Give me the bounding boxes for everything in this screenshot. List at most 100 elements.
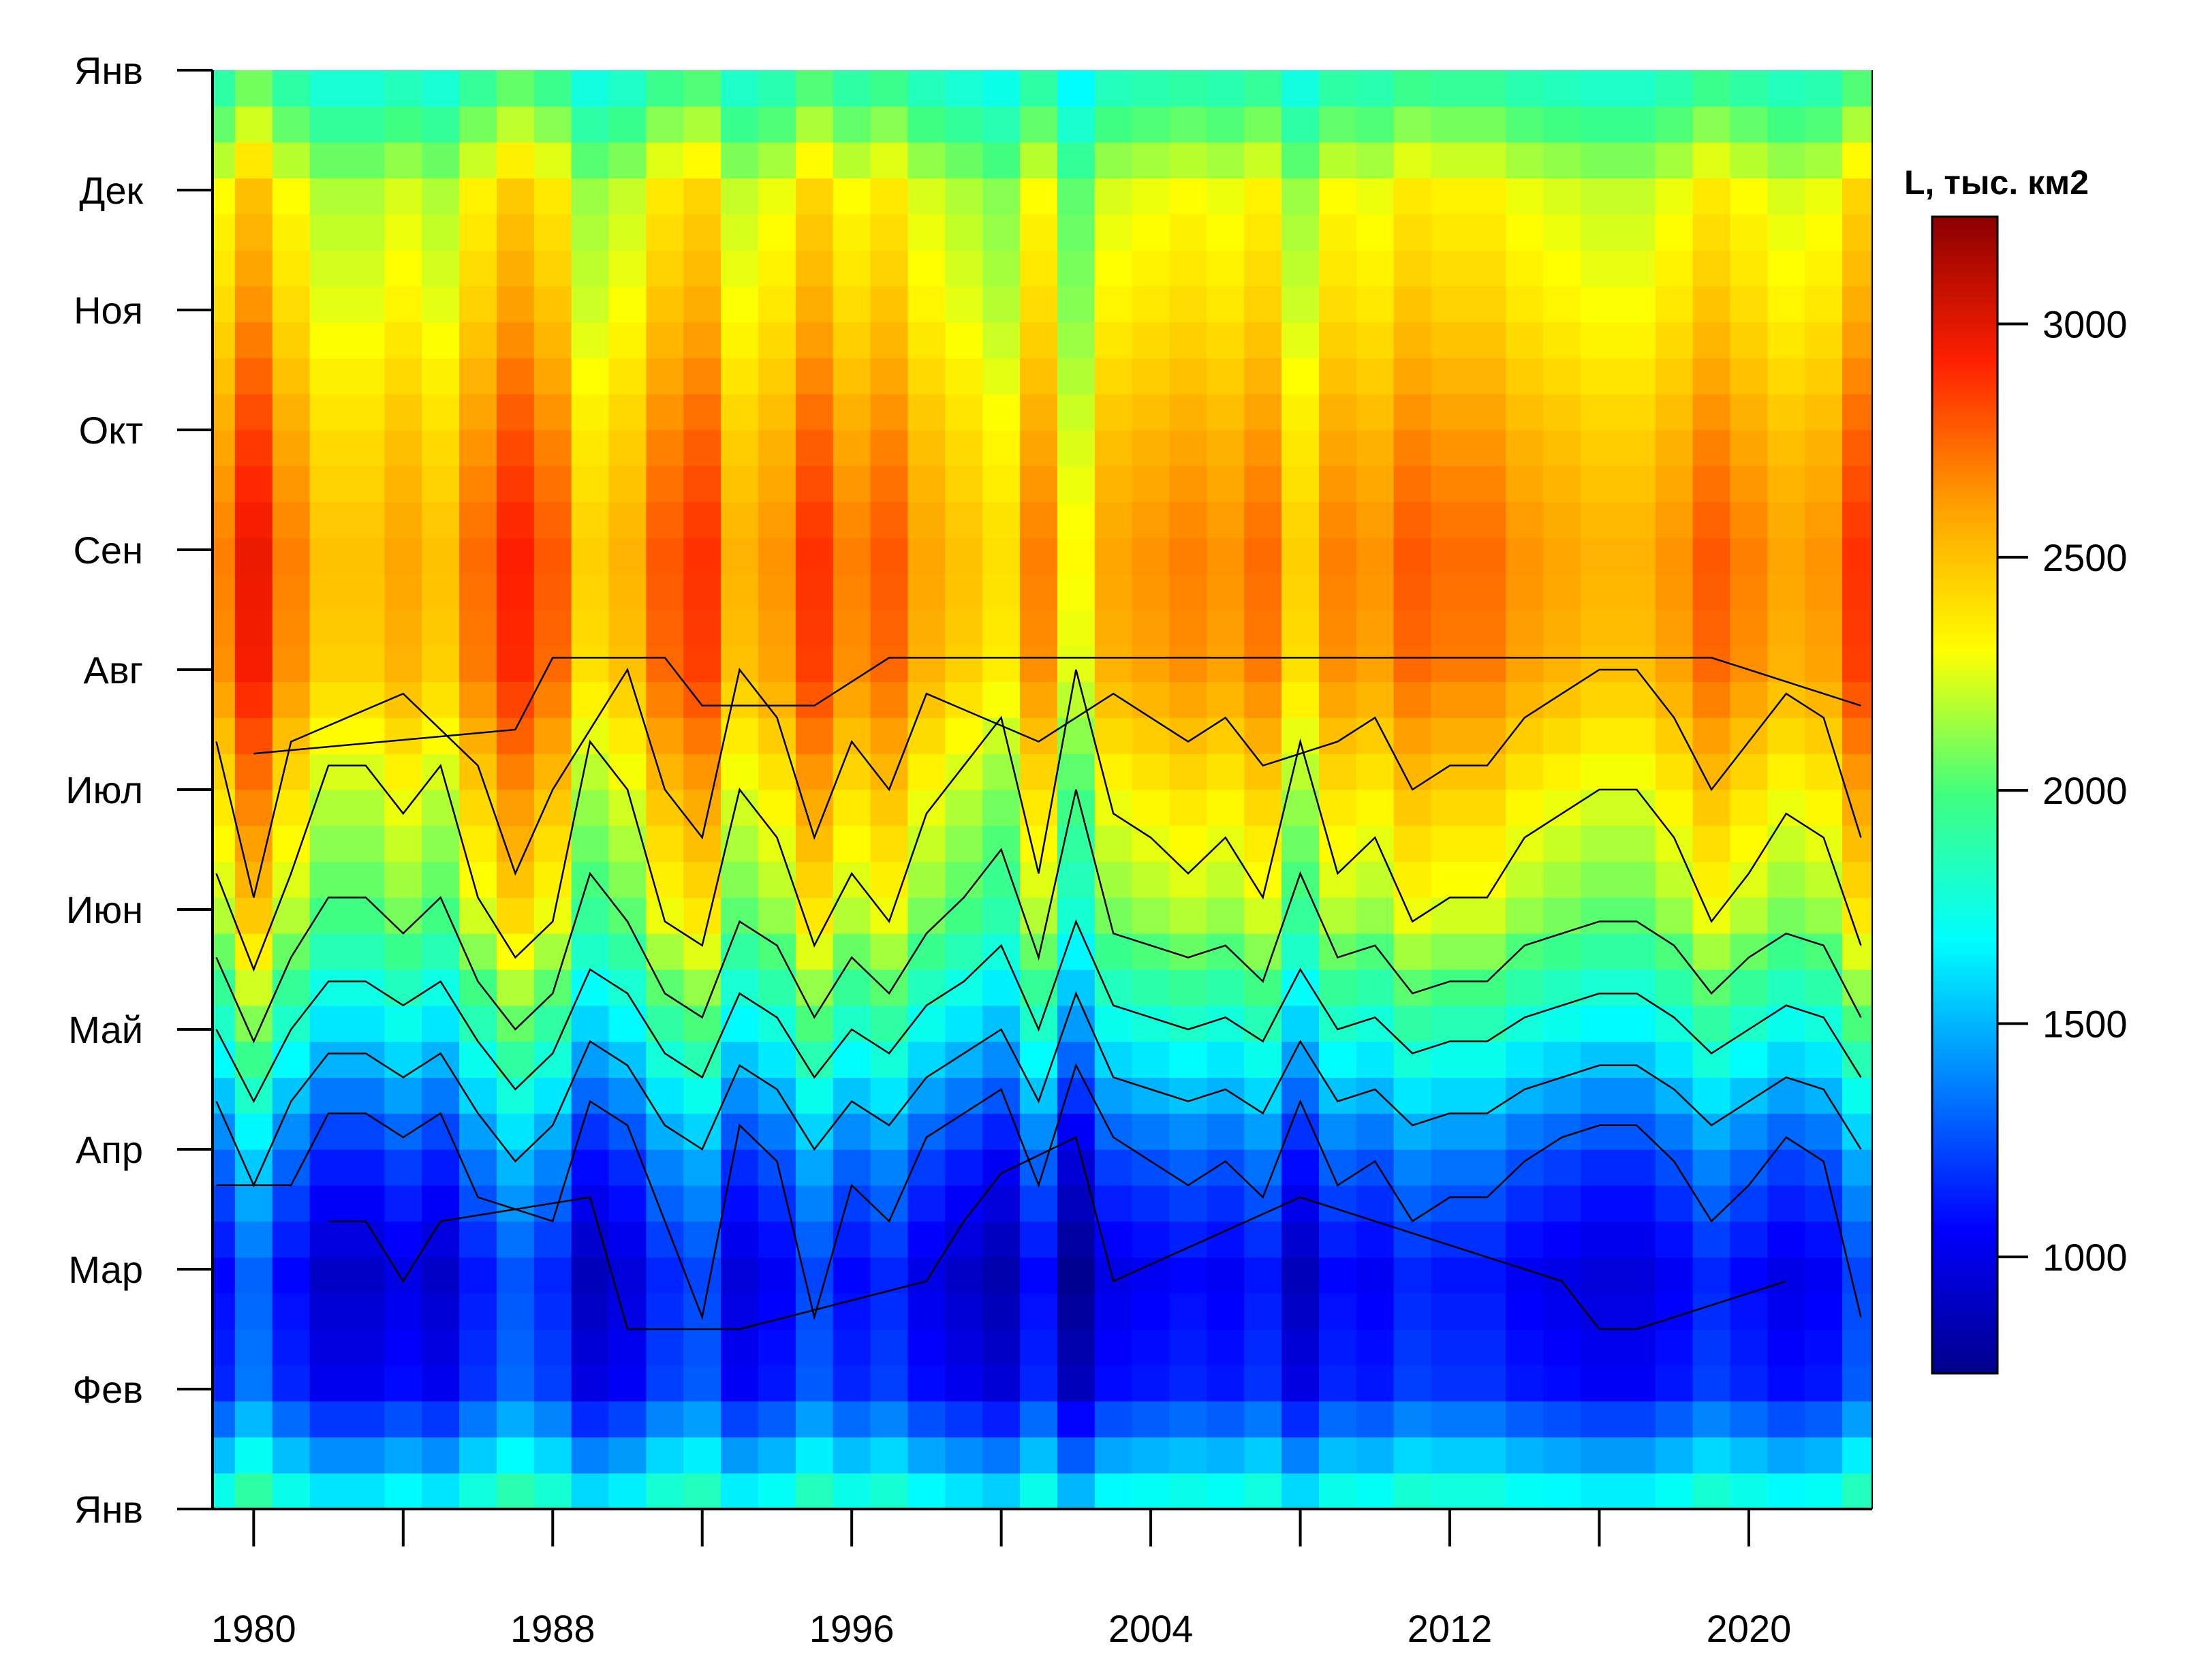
heatmap-cell [683, 358, 721, 394]
heatmap-column [1468, 70, 1506, 1510]
heatmap-cell [1468, 1077, 1506, 1114]
y-tick-label: Июн [66, 888, 143, 931]
heatmap-cell [1431, 538, 1470, 574]
heatmap-cell [272, 1113, 311, 1150]
heatmap-cell [1244, 178, 1282, 215]
heatmap-cell [1506, 1401, 1544, 1437]
heatmap-cell [1169, 825, 1207, 862]
heatmap-cell [1020, 1185, 1058, 1222]
heatmap-cell [1393, 1077, 1432, 1114]
heatmap-cell [1020, 322, 1058, 358]
heatmap-cell [1319, 430, 1357, 467]
heatmap-cell [758, 538, 796, 574]
heatmap-cell [683, 645, 721, 683]
heatmap-cell [795, 574, 834, 610]
heatmap-cell [1132, 1293, 1170, 1330]
heatmap-cell [1356, 825, 1395, 862]
heatmap-cell [1692, 106, 1731, 143]
heatmap-cell [571, 106, 610, 143]
heatmap-cell [571, 753, 610, 790]
heatmap-cell [234, 465, 273, 503]
heatmap-cell [1767, 1401, 1805, 1437]
heatmap-cell [1207, 717, 1245, 754]
heatmap-cell [1543, 1329, 1581, 1366]
heatmap-cell [1655, 70, 1694, 107]
heatmap-cell [1581, 933, 1619, 970]
heatmap-cell [1767, 1437, 1805, 1474]
heatmap-cell [1543, 1221, 1581, 1258]
heatmap-cell [1094, 214, 1133, 251]
heatmap-cell [1169, 790, 1207, 826]
heatmap-cell [608, 538, 647, 574]
heatmap-cell [1094, 285, 1133, 323]
heatmap-column [1431, 70, 1470, 1510]
heatmap-cell [309, 1257, 348, 1294]
heatmap-cell [347, 1185, 385, 1222]
heatmap-cell [758, 790, 796, 826]
heatmap-cell [1169, 861, 1207, 898]
heatmap-cell [1692, 1473, 1731, 1510]
heatmap-cell [496, 1365, 535, 1402]
heatmap-cell [1281, 1221, 1320, 1258]
heatmap-cell [1581, 1005, 1619, 1042]
heatmap-cell [1356, 1149, 1395, 1186]
heatmap-cell [608, 897, 647, 934]
heatmap-cell [833, 214, 871, 251]
colorbar-tick-label: 1500 [2042, 1002, 2128, 1045]
heatmap-cell [533, 70, 572, 107]
heatmap-cell [496, 1293, 535, 1330]
heatmap-cell [384, 825, 422, 862]
heatmap-cell [982, 394, 1021, 431]
heatmap-cell [1805, 1113, 1843, 1150]
heatmap-cell [982, 250, 1021, 287]
heatmap-cell [272, 358, 311, 394]
heatmap-cell [1506, 681, 1544, 718]
heatmap-cell [496, 358, 535, 394]
heatmap-cell [1356, 933, 1395, 970]
heatmap-cell [309, 285, 348, 323]
heatmap-cell [795, 106, 834, 143]
heatmap-cell [384, 861, 422, 898]
colorbar-title: L, тыс. км2 [1904, 164, 2089, 202]
heatmap-cell [1506, 501, 1544, 538]
heatmap-cell [422, 501, 460, 538]
heatmap-cell [1655, 358, 1694, 394]
heatmap-cell [1169, 1437, 1207, 1474]
heatmap-cell [1543, 610, 1581, 647]
heatmap-cell [422, 430, 460, 467]
heatmap-cell [758, 178, 796, 215]
heatmap-cell [1617, 1113, 1656, 1150]
heatmap-cell [1207, 1041, 1245, 1078]
heatmap-cell [721, 1113, 759, 1150]
heatmap-cell [422, 1041, 460, 1078]
heatmap-cell [1431, 610, 1470, 647]
heatmap-cell [1169, 1365, 1207, 1402]
heatmap-column [1692, 70, 1731, 1510]
heatmap-cell [945, 933, 983, 970]
heatmap-cell [272, 897, 311, 934]
heatmap-cell [1244, 1293, 1282, 1330]
heatmap-cell [1805, 178, 1843, 215]
heatmap-cell [1468, 394, 1506, 431]
heatmap-cell [459, 681, 497, 718]
heatmap-cell [833, 1437, 871, 1474]
heatmap-cell [422, 1365, 460, 1402]
heatmap-cell [1730, 1365, 1768, 1402]
heatmap-cell [1057, 1257, 1096, 1294]
heatmap-cell [1057, 861, 1096, 898]
heatmap-cell [1431, 142, 1470, 178]
heatmap-cell [758, 1437, 796, 1474]
heatmap-cell [1431, 214, 1470, 251]
heatmap-cell [1543, 753, 1581, 790]
heatmap-cell [1655, 1185, 1694, 1222]
heatmap-cell [1094, 1221, 1133, 1258]
heatmap-cell [1207, 645, 1245, 683]
heatmap-cell [1842, 430, 1873, 467]
heatmap-cell [1692, 250, 1731, 287]
heatmap-cell [945, 1077, 983, 1114]
heatmap-cell [1692, 1005, 1731, 1042]
heatmap-cell [1132, 1113, 1170, 1150]
heatmap-cell [1207, 1293, 1245, 1330]
heatmap-cell [833, 574, 871, 610]
heatmap-cell [1244, 501, 1282, 538]
